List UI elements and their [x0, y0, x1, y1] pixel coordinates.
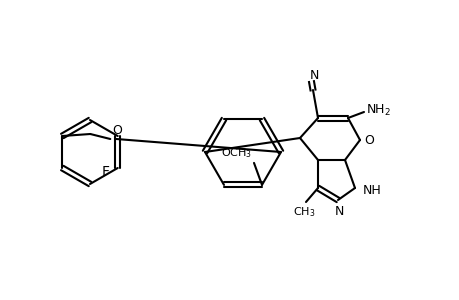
Text: NH$_2$: NH$_2$ — [365, 103, 390, 118]
Text: N: N — [308, 69, 318, 82]
Text: NH: NH — [362, 184, 381, 196]
Text: O: O — [112, 124, 122, 137]
Text: N: N — [334, 205, 343, 218]
Text: F: F — [101, 165, 110, 179]
Text: CH$_3$: CH$_3$ — [292, 205, 314, 219]
Text: O: O — [363, 134, 373, 146]
Text: OCH$_3$: OCH$_3$ — [220, 146, 252, 160]
